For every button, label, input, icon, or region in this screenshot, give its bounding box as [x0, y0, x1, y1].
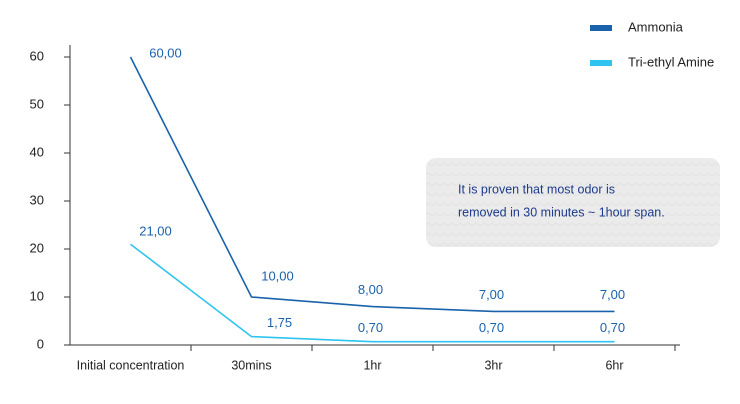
x-tick-label: 6hr: [605, 358, 623, 372]
annotation-line: removed in 30 minutes ~ 1hour span.: [458, 205, 665, 219]
legend-label: Tri-ethyl Amine: [628, 54, 714, 69]
legend-label: Ammonia: [628, 19, 684, 34]
value-label: 8,00: [358, 282, 383, 297]
annotation-line: It is proven that most odor is: [458, 182, 615, 196]
legend-swatch: [590, 60, 612, 66]
x-tick-label: 30mins: [231, 358, 271, 372]
y-tick-label: 60: [30, 48, 44, 63]
series-line: [129, 56, 615, 313]
value-label: 0,70: [358, 320, 383, 335]
y-tick-label: 0: [37, 336, 44, 351]
y-tick-label: 20: [30, 240, 44, 255]
value-label: 7,00: [479, 287, 504, 302]
value-label: 10,00: [261, 268, 294, 283]
annotation-pattern: [426, 158, 720, 247]
y-tick-label: 40: [30, 144, 44, 159]
x-tick-label: 1hr: [363, 358, 381, 372]
y-tick-label: 50: [30, 96, 44, 111]
y-tick-label: 30: [30, 192, 44, 207]
value-label: 21,00: [139, 224, 172, 239]
value-label: 1,75: [267, 315, 292, 330]
value-label: 60,00: [149, 45, 182, 60]
series-line: [130, 243, 615, 343]
x-tick-label: Initial concentration: [77, 358, 185, 372]
y-tick-label: 10: [30, 288, 44, 303]
value-label: 0,70: [479, 320, 504, 335]
x-tick-label: 3hr: [484, 358, 502, 372]
value-label: 7,00: [600, 287, 625, 302]
legend-swatch: [590, 25, 612, 31]
value-label: 0,70: [600, 320, 625, 335]
